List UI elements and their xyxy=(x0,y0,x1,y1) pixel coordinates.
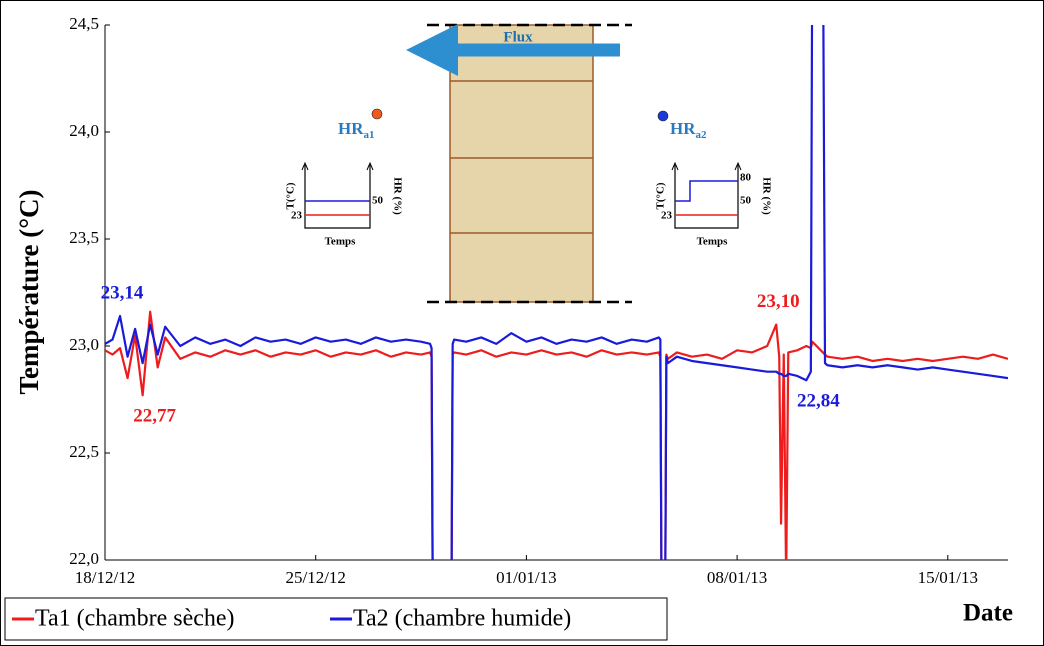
data-label: 23,14 xyxy=(101,282,144,303)
mini-hr-line xyxy=(675,180,738,202)
legend-label: Ta2 (chambre humide) xyxy=(353,606,571,632)
mini-label: 23 xyxy=(661,210,673,222)
mini-axis-title: T(°C) xyxy=(285,182,297,209)
x-tick-label: 25/12/12 xyxy=(285,568,345,587)
legend-label: Ta1 (chambre sèche) xyxy=(35,606,235,632)
mini-axis-title: Temps xyxy=(325,236,356,248)
wall xyxy=(449,24,594,303)
y-axis-title: Température (°C) xyxy=(14,189,44,394)
y-tick-label: 24,5 xyxy=(69,14,99,33)
mini-axis-title: HR (%) xyxy=(760,177,772,215)
y-tick-label: 22,5 xyxy=(69,442,99,461)
data-label: 22,77 xyxy=(133,406,176,427)
y-tick-label: 23,0 xyxy=(69,335,99,354)
hr-sub: a2 xyxy=(696,129,708,141)
y-tick-label: 24,0 xyxy=(69,121,99,140)
x-tick-label: 08/01/13 xyxy=(707,568,767,587)
hr-label: HRa1 xyxy=(338,119,375,141)
mini-axis-title: T(°C) xyxy=(655,182,667,209)
sensor-dot xyxy=(657,110,669,122)
mini-axes xyxy=(674,165,739,229)
hr-main: HR xyxy=(338,119,364,138)
mini-label: 80 xyxy=(740,172,752,184)
hr-label: HRa2 xyxy=(670,119,707,141)
plot xyxy=(105,25,1008,560)
inset: Flux HRa1 HRa2 23 50 T(°C) HR (%) Temps … xyxy=(285,23,772,304)
x-tick-label: 01/01/13 xyxy=(496,568,556,587)
data-label: 23,10 xyxy=(757,291,800,312)
mini-arrows xyxy=(671,161,742,171)
sensor-dot xyxy=(371,108,383,120)
x-tick-label: 15/01/13 xyxy=(918,568,978,587)
mini-label: 50 xyxy=(740,195,752,207)
hr-sub: a1 xyxy=(364,129,375,141)
hr-main: HR xyxy=(670,119,696,138)
y-tick-label: 23,5 xyxy=(69,228,99,247)
mini-axis-title: Temps xyxy=(697,236,728,248)
mini-arrows xyxy=(301,161,374,171)
x-tick-label: 18/12/12 xyxy=(75,568,135,587)
data-label: 22,84 xyxy=(797,391,840,412)
y-tick-label: 22,0 xyxy=(69,549,99,568)
mini-label: 50 xyxy=(372,195,384,207)
mini-axis-title: HR (%) xyxy=(391,177,403,215)
mini-axes xyxy=(304,165,371,229)
series-line xyxy=(105,310,1008,560)
mini-label: 23 xyxy=(291,210,303,222)
series-line xyxy=(105,25,1008,560)
x-axis-title: Date xyxy=(963,600,1013,627)
flux-label: Flux xyxy=(503,29,533,45)
